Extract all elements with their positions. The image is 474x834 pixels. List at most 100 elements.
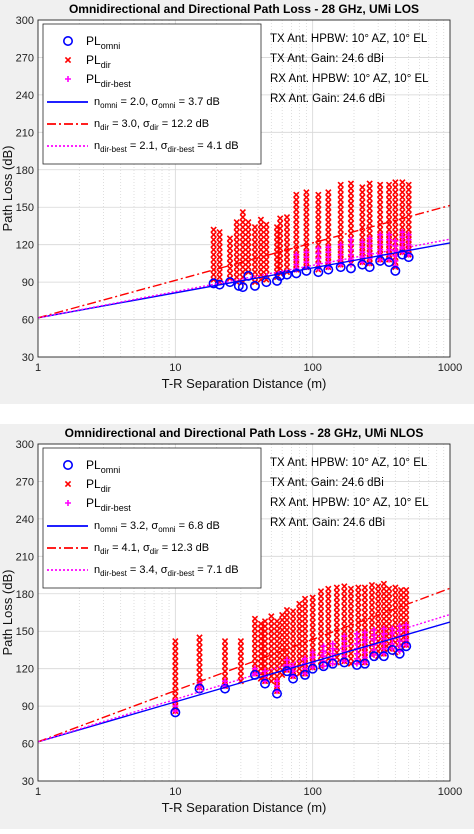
data-point-dir	[296, 605, 303, 612]
data-point-dir	[216, 229, 223, 236]
data-point-dir	[226, 235, 234, 242]
data-point-dir	[257, 246, 265, 253]
data-point-dir	[347, 585, 355, 592]
data-point-dir	[403, 611, 410, 619]
data-point-dir	[309, 599, 316, 606]
data-point-dir	[317, 593, 325, 600]
data-point-dir	[172, 638, 179, 645]
data-point-dir	[239, 219, 246, 226]
legend-text: PL	[86, 34, 101, 48]
data-point-dir	[347, 180, 355, 187]
data-point-dir	[196, 654, 203, 661]
data-point-dir	[245, 248, 252, 256]
data-point-best	[315, 245, 322, 252]
data-point-dir	[385, 625, 393, 632]
data-point-omni	[300, 669, 311, 680]
data-point-dir	[226, 240, 234, 247]
data-point-dir	[361, 599, 369, 606]
data-point-dir	[251, 229, 259, 236]
data-point-best	[366, 235, 373, 242]
data-point-dir	[251, 630, 259, 637]
data-point-dir	[239, 253, 246, 261]
data-point-omni	[378, 651, 389, 662]
data-point-dir	[245, 253, 252, 261]
data-point-dir	[245, 243, 252, 251]
legend-text: = 12.2 dB	[159, 118, 209, 130]
data-point-dir	[279, 621, 286, 629]
data-point-dir	[303, 219, 310, 226]
data-point-dir	[196, 674, 203, 681]
data-point-dir	[405, 226, 412, 233]
legend-subscript: dir-best	[100, 145, 127, 154]
legend-subscript: dir	[100, 547, 109, 556]
data-point-omni	[345, 263, 356, 274]
data-point-dir	[333, 614, 341, 621]
data-point-dir	[301, 595, 309, 602]
data-point-dir	[347, 600, 355, 607]
data-point-dir	[309, 614, 316, 621]
data-point-dir	[263, 236, 270, 243]
data-point-dir	[283, 263, 291, 271]
data-point-dir	[325, 605, 332, 612]
data-point-dir	[283, 258, 291, 266]
legend-text: = 4.1 dB	[194, 140, 238, 152]
data-point-dir	[303, 204, 310, 211]
data-point-best	[403, 621, 410, 628]
data-point-dir	[293, 246, 300, 253]
data-point-dir	[296, 645, 303, 652]
data-point-dir	[251, 615, 259, 622]
data-point-dir	[325, 635, 332, 642]
data-point-dir	[359, 194, 366, 201]
data-point-dir	[315, 196, 322, 203]
data-point-dir	[325, 234, 332, 241]
y-tick-label: 30	[22, 352, 34, 364]
data-point-dir	[392, 194, 399, 201]
data-point-omni	[249, 280, 260, 291]
data-point-best	[371, 626, 378, 633]
data-point-dir	[172, 658, 179, 665]
data-point-dir	[399, 224, 406, 231]
data-point-best	[347, 236, 354, 243]
data-point-omni	[384, 257, 395, 268]
data-point-dir	[317, 608, 325, 615]
data-point-best	[309, 649, 316, 656]
data-point-dir	[277, 250, 284, 257]
data-point-dir	[293, 236, 300, 243]
data-point-dir	[237, 672, 245, 680]
data-point-dir	[341, 598, 348, 605]
data-point-dir	[216, 273, 223, 281]
data-point-dir	[347, 220, 355, 227]
plot-border	[37, 443, 451, 782]
data-point-best	[274, 678, 281, 685]
fit-line-fit_dir	[38, 204, 450, 319]
data-point-dir	[257, 231, 265, 238]
data-point-dir	[341, 618, 348, 625]
data-point-dir	[397, 591, 405, 599]
data-point-dir	[251, 243, 259, 251]
legend-text: n	[94, 542, 100, 554]
data-point-dir	[283, 234, 291, 241]
data-point-dir	[296, 655, 303, 662]
legend-subscript: omni	[158, 525, 176, 534]
data-point-dir	[257, 221, 265, 228]
data-point-best	[325, 244, 332, 251]
fit-line-fit_best	[38, 238, 450, 319]
data-point-dir	[366, 185, 373, 192]
data-point-dir	[261, 648, 269, 655]
data-point-dir	[233, 224, 240, 231]
data-point-dir	[392, 584, 399, 591]
data-point-dir	[359, 209, 366, 216]
y-tick-label: 60	[22, 739, 34, 751]
data-point-omni	[403, 252, 414, 263]
y-tick-label: 150	[16, 202, 34, 214]
data-point-dir	[301, 610, 309, 617]
data-point-dir	[257, 650, 265, 657]
data-point-dir	[347, 635, 355, 642]
data-point-dir	[376, 206, 384, 213]
data-point-dir	[303, 234, 310, 241]
data-point-dir	[309, 644, 316, 651]
data-point-dir	[283, 611, 291, 619]
data-point-best	[341, 633, 348, 640]
data-point-dir	[325, 224, 332, 231]
data-point-dir	[359, 199, 366, 206]
